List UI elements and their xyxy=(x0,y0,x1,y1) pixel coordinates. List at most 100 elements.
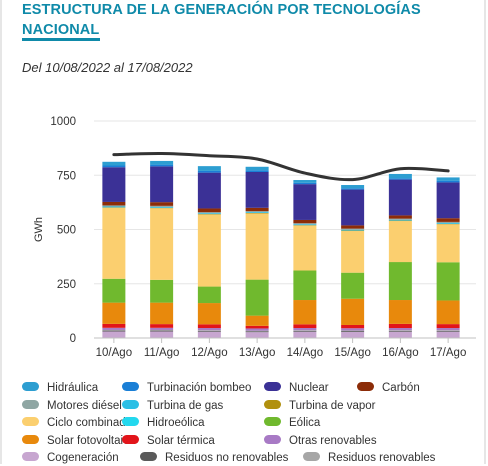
bar-segment xyxy=(197,170,221,173)
bar-segment xyxy=(197,212,221,214)
bar-segment xyxy=(436,300,460,325)
bar-segment xyxy=(245,328,269,331)
x-tick-label: 13/Ago xyxy=(239,347,275,359)
bar-segment xyxy=(197,213,221,215)
legend-item[interactable]: Carbón xyxy=(357,380,420,396)
bar-segment xyxy=(388,221,412,263)
bar-segment xyxy=(293,225,317,271)
legend-swatch xyxy=(22,434,39,444)
legend-item[interactable]: Eólica xyxy=(264,415,320,431)
legend-swatch xyxy=(303,452,320,462)
bar-segment xyxy=(150,164,174,167)
legend-label: Turbina de gas xyxy=(147,399,224,412)
title-underline xyxy=(22,38,100,41)
legend-swatch xyxy=(357,382,374,392)
bar-segment xyxy=(150,206,174,208)
legend-swatch xyxy=(264,399,281,409)
legend-item[interactable]: Residuos renovables xyxy=(303,450,435,466)
bar-segment xyxy=(293,270,317,301)
legend-label: Eólica xyxy=(289,417,321,429)
legend-label: Solar térmica xyxy=(147,434,215,447)
y-axis-label: GWh xyxy=(33,217,45,242)
bar-segment xyxy=(341,331,365,338)
legend-swatch xyxy=(22,399,39,409)
bar-segment xyxy=(245,330,269,332)
bar-segment xyxy=(293,330,317,332)
legend-item[interactable]: Cogeneración xyxy=(22,450,119,466)
bar-segment xyxy=(293,324,317,329)
bar-segment xyxy=(245,207,269,212)
bar-segment xyxy=(102,206,126,208)
bar-segment xyxy=(150,329,174,331)
bar-segment xyxy=(102,302,126,324)
bar-segment xyxy=(436,180,460,183)
bar-segment xyxy=(341,324,365,329)
bar-segment xyxy=(150,331,174,338)
legend-swatch xyxy=(22,417,39,427)
bar-segment xyxy=(150,160,174,165)
bar-segment xyxy=(436,328,460,331)
legend-label: Solar fotovoltaica xyxy=(47,434,136,447)
date-range-subtitle: Del 10/08/2022 al 17/08/2022 xyxy=(22,60,193,75)
bar-segment xyxy=(388,179,412,216)
bar-segment xyxy=(102,207,126,279)
legend-item[interactable]: Motores diésel xyxy=(22,398,122,414)
bar-segment xyxy=(293,180,317,183)
y-tick-label: 250 xyxy=(57,279,76,291)
bar-segment xyxy=(388,178,412,180)
bar-segment xyxy=(388,330,412,332)
bar-segment xyxy=(102,329,126,331)
legend-swatch xyxy=(264,434,281,444)
bar-segment xyxy=(341,188,365,190)
x-tick-label: 14/Ago xyxy=(287,347,323,359)
legend-swatch xyxy=(264,417,281,427)
bar-segment xyxy=(293,224,317,226)
bar-segment xyxy=(245,211,269,213)
bar-segment xyxy=(150,166,174,203)
bar-segment xyxy=(245,332,269,338)
legend-label: Residuos no renovables xyxy=(165,452,289,464)
legend-item[interactable]: Nuclear xyxy=(264,380,329,396)
legend-label: Hidráulica xyxy=(47,382,99,394)
legend-item[interactable]: Otras renovables xyxy=(264,433,377,449)
bar-segment xyxy=(245,212,269,214)
legend-item[interactable]: Turbinación bombeo xyxy=(122,380,251,396)
bar-segment xyxy=(293,219,317,224)
legend-item[interactable]: Turbina de gas xyxy=(122,398,223,414)
bar-segment xyxy=(197,330,221,331)
bar-segment xyxy=(293,328,317,331)
legend-item[interactable]: Ciclo combinado xyxy=(22,415,132,431)
bar-segment xyxy=(436,218,460,222)
bar-segment xyxy=(293,182,317,185)
legend-swatch xyxy=(22,452,39,462)
bar-segment xyxy=(388,330,412,331)
bar-segment xyxy=(388,262,412,301)
total-series-line xyxy=(112,152,450,182)
legend-item[interactable]: Hidroeólica xyxy=(122,415,205,431)
bar-segment xyxy=(388,219,412,221)
x-tick-label: 15/Ago xyxy=(334,347,370,359)
bar-segment xyxy=(197,331,221,338)
legend-swatch xyxy=(22,382,39,392)
legend-swatch xyxy=(122,382,139,392)
bar-segment xyxy=(388,331,412,338)
bar-segment xyxy=(245,213,269,280)
legend-item[interactable]: Solar térmica xyxy=(122,433,215,449)
bar-segment xyxy=(388,300,412,324)
bar-segment xyxy=(293,300,317,325)
bar-segment xyxy=(341,328,365,331)
legend-label: Turbina de vapor xyxy=(289,399,376,412)
legend-item[interactable]: Residuos no renovables xyxy=(140,450,288,466)
bar-segment xyxy=(341,298,365,325)
bar-segment xyxy=(388,173,412,179)
bar-segment xyxy=(436,224,460,263)
legend-label: Otras renovables xyxy=(289,434,377,447)
legend-item[interactable]: Hidráulica xyxy=(22,380,98,396)
legend-label: Nuclear xyxy=(289,382,329,394)
legend-item[interactable]: Turbina de vapor xyxy=(264,398,376,414)
bar-segment xyxy=(388,215,412,219)
bar-segment xyxy=(293,331,317,338)
bar-segment xyxy=(245,171,269,208)
legend-item[interactable]: Solar fotovoltaica xyxy=(22,433,135,449)
